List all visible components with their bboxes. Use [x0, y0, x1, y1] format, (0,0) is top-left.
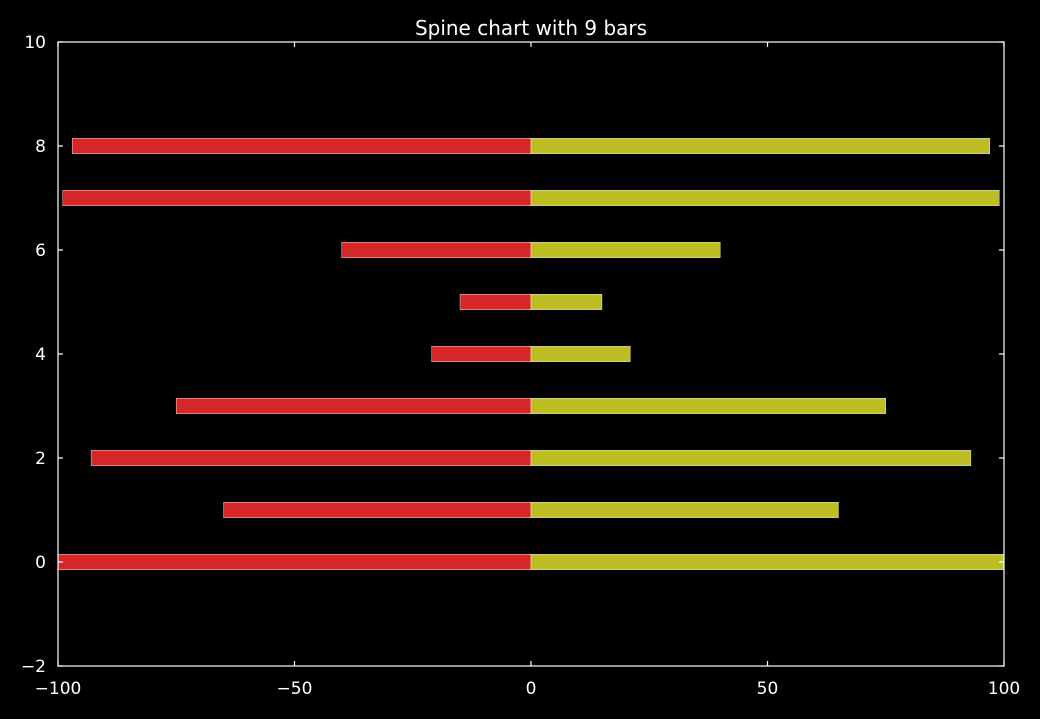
bar-series-1-5 [530, 294, 603, 311]
bar-series-0-5 [459, 294, 532, 311]
bar-series-1-3 [530, 398, 886, 415]
x-tick-label: −100 [35, 679, 82, 699]
y-tick-label: 10 [24, 33, 46, 53]
bar-series-0-8 [71, 137, 532, 154]
x-tick-label: 0 [526, 679, 537, 699]
bar-series-0-4 [431, 346, 532, 363]
bar-series-1-6 [530, 241, 721, 258]
bar-series-1-8 [530, 137, 991, 154]
bar-series-1-2 [530, 450, 972, 467]
bar-series-0-0 [57, 554, 532, 571]
y-tick-label: 6 [35, 241, 46, 261]
bar-series-1-1 [530, 502, 839, 519]
bar-series-1-4 [530, 346, 631, 363]
chart-title: Spine chart with 9 bars [415, 16, 647, 40]
x-tick-label: 100 [988, 679, 1020, 699]
x-tick-label: −50 [277, 679, 313, 699]
axes-layer: −100 −50 0 50 100 −2 0 2 4 6 8 10 [21, 33, 1020, 699]
y-tick-label: −2 [21, 657, 46, 677]
y-tick-label: 2 [35, 449, 46, 469]
bar-series-0-6 [341, 241, 532, 258]
y-tick-label: 4 [35, 345, 46, 365]
y-tick-label: 8 [35, 137, 46, 157]
x-tick-label: 50 [757, 679, 779, 699]
bar-series-0-2 [90, 450, 532, 467]
bar-series-0-1 [223, 502, 532, 519]
bars-layer [57, 137, 1005, 571]
y-tick-label: 0 [35, 553, 46, 573]
bar-series-1-0 [530, 554, 1005, 571]
bar-series-0-3 [176, 398, 532, 415]
bar-series-0-7 [62, 189, 532, 206]
bar-series-1-7 [530, 189, 1000, 206]
